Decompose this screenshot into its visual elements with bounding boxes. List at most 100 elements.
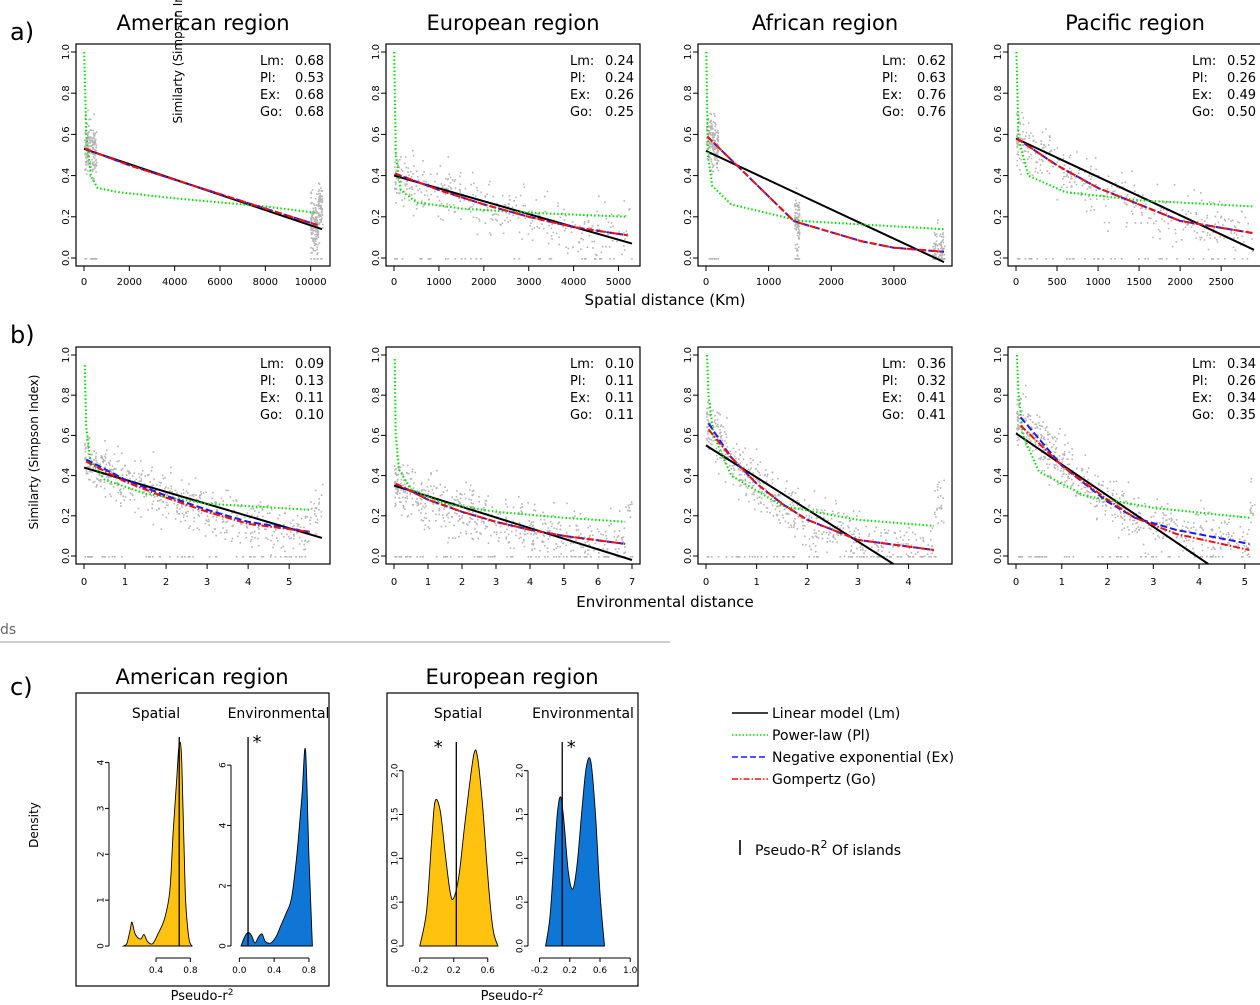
scatter-point <box>306 516 308 518</box>
scatter-point <box>432 503 435 505</box>
scatter-point <box>794 216 796 219</box>
scatter-point <box>615 539 618 541</box>
scatter-point <box>548 258 551 260</box>
scatter-point <box>762 482 765 485</box>
scatter-point <box>572 549 575 552</box>
scatter-point <box>1210 529 1213 531</box>
scatter-point <box>831 527 834 530</box>
scatter-point <box>713 134 715 136</box>
scatter-point <box>1056 457 1059 460</box>
scatter-point <box>418 490 420 493</box>
scatter-point <box>1017 417 1019 419</box>
scatter-point <box>320 258 322 260</box>
scatter-point <box>1222 224 1224 226</box>
scatter-point <box>1037 422 1040 424</box>
scatter-point <box>1068 477 1070 480</box>
scatter-point <box>414 198 416 201</box>
scatter-point <box>740 473 742 476</box>
scatter-point <box>91 170 94 173</box>
scatter-point <box>712 164 715 166</box>
scatter-point <box>1214 548 1216 550</box>
scatter-point <box>813 529 816 531</box>
scatter-point <box>1116 503 1118 505</box>
scatter-point <box>1219 546 1222 549</box>
scatter-point <box>134 511 136 514</box>
scatter-point <box>1246 258 1249 260</box>
scatter-point <box>317 212 320 214</box>
scatter-point <box>781 514 784 516</box>
scatter-point <box>766 511 769 513</box>
scatter-point <box>872 556 875 558</box>
scatter-point <box>1028 134 1030 137</box>
scatter-point <box>1201 543 1203 546</box>
scatter-point <box>318 199 320 201</box>
scatter-point <box>815 508 818 511</box>
scatter-point <box>1059 428 1061 430</box>
scatter-point <box>87 138 90 140</box>
scatter-point <box>934 253 936 255</box>
scatter-point <box>1165 212 1168 214</box>
scatter-point <box>1111 514 1114 517</box>
scatter-point <box>1163 514 1165 516</box>
scatter-point <box>1046 170 1049 172</box>
scatter-point <box>459 175 461 178</box>
scatter-point <box>257 504 260 506</box>
scatter-point <box>261 507 263 510</box>
scatter-point <box>518 231 521 234</box>
scatter-point <box>507 533 510 536</box>
scatter-point <box>101 457 104 460</box>
scatter-point <box>1067 442 1069 444</box>
scatter-point <box>406 516 409 518</box>
scatter-point <box>922 539 925 541</box>
scatter-point <box>1038 424 1041 427</box>
scatter-point <box>505 521 508 524</box>
scatter-point <box>598 530 600 533</box>
scatter-point <box>470 183 472 186</box>
scatter-point <box>152 451 155 453</box>
scatter-point <box>546 547 549 549</box>
scatter-point <box>1021 556 1024 558</box>
scatter-point <box>796 226 799 228</box>
scatter-point <box>1157 535 1159 537</box>
scatter-point <box>876 556 878 558</box>
scatter-point <box>104 455 106 458</box>
scatter-point <box>1095 184 1097 186</box>
x-tick-label: 3 <box>1150 577 1156 588</box>
scatter-point <box>1045 449 1048 452</box>
scatter-point <box>442 517 445 519</box>
scatter-point <box>1244 550 1246 553</box>
scatter-point <box>492 195 495 198</box>
scatter-point <box>415 204 418 206</box>
fit-line-ex <box>706 135 945 253</box>
scatter-point <box>120 502 122 504</box>
scatter-point <box>471 494 473 497</box>
scatter-point <box>786 512 788 515</box>
scatter-point <box>1080 482 1083 484</box>
scatter-point <box>1116 186 1118 189</box>
scatter-point <box>794 199 797 202</box>
scatter-point <box>579 513 582 515</box>
scatter-point <box>317 236 319 238</box>
scatter-point <box>140 516 142 518</box>
scatter-point <box>1063 450 1066 453</box>
scatter-point <box>1053 148 1056 151</box>
scatter-point <box>813 532 816 534</box>
scatter-point <box>481 520 483 523</box>
scatter-point <box>1113 190 1116 192</box>
fit-stat-key: Pl: <box>1192 374 1208 389</box>
scatter-point <box>459 497 462 499</box>
scatter-point <box>1199 236 1201 239</box>
scatter-point <box>399 466 402 468</box>
scatter-point <box>1087 478 1089 481</box>
scatter-point <box>1047 431 1049 433</box>
scatter-point <box>319 215 322 217</box>
scatter-point <box>714 461 717 463</box>
scatter-point <box>549 535 551 538</box>
scatter-point <box>1095 168 1097 171</box>
scatter-point <box>1088 175 1090 177</box>
scatter-point <box>317 258 319 260</box>
scatter-point <box>490 534 492 537</box>
scatter-point <box>396 474 398 476</box>
scatter-point <box>254 530 256 533</box>
scatter-point <box>453 180 456 183</box>
